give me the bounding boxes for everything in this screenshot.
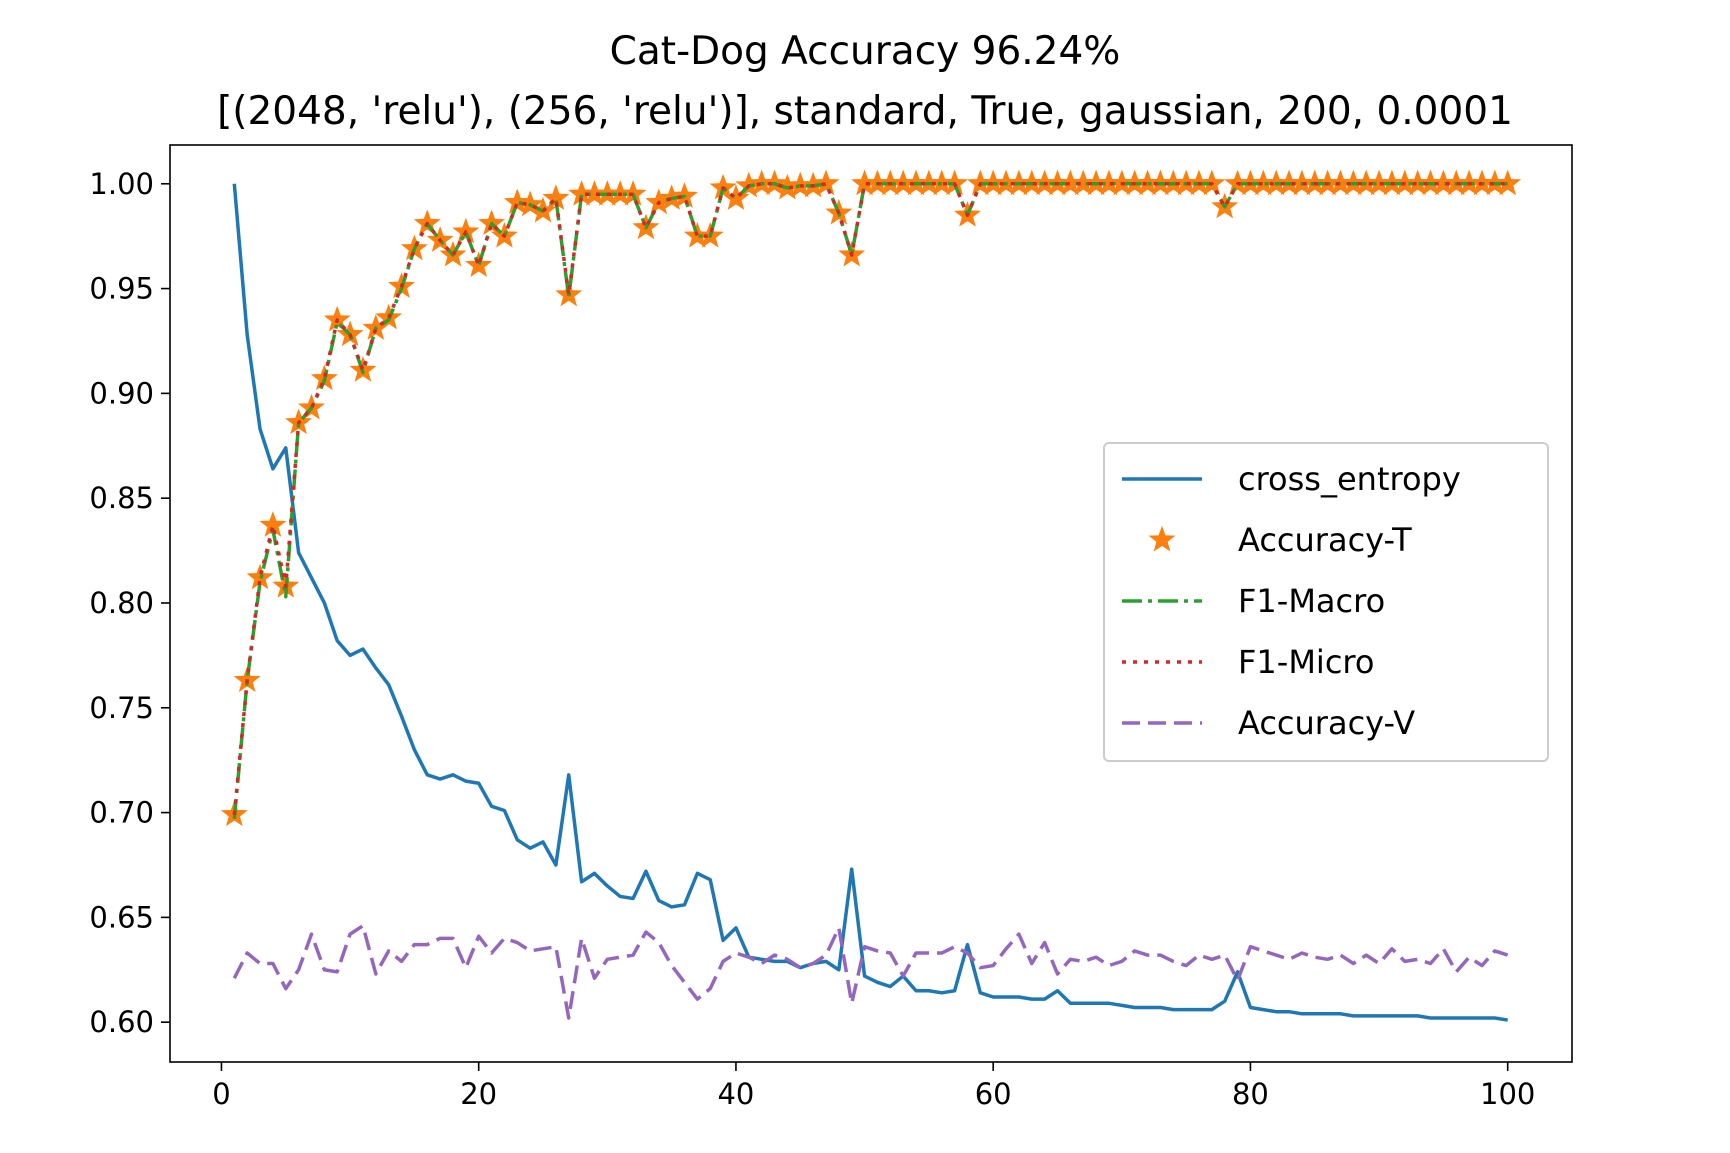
y-tick-label: 0.95 (89, 272, 154, 306)
x-tick-label: 40 (717, 1077, 754, 1111)
y-tick-label: 0.75 (89, 691, 154, 725)
legend-entry-accuracy-v: Accuracy-V (1122, 704, 1415, 742)
legend-entry-f1-macro: F1-Macro (1122, 582, 1385, 620)
y-tick-label: 0.60 (89, 1005, 154, 1039)
legend-label: Accuracy-T (1238, 521, 1412, 559)
legend-label: F1-Micro (1238, 643, 1374, 681)
legend-entry-cross-entropy: cross_entropy (1122, 460, 1461, 498)
legend-entry-f1-micro: F1-Micro (1122, 643, 1374, 681)
x-tick-label: 0 (212, 1077, 230, 1111)
legend-label: Accuracy-V (1238, 704, 1415, 742)
legend-marker (1148, 525, 1176, 552)
point-accuracy-t (722, 184, 750, 210)
y-tick-label: 0.90 (89, 376, 154, 410)
series-line-accuracy-v (232, 924, 1509, 1020)
legend: cross_entropy Accuracy-T F1-Macro F1-Micro A… (1103, 442, 1549, 762)
x-tick-label: 100 (1480, 1077, 1535, 1111)
y-tick-label: 0.85 (89, 481, 154, 515)
legend-label: F1-Macro (1238, 582, 1385, 620)
point-accuracy-t (465, 251, 493, 277)
series-line-cross-entropy (232, 183, 1508, 1022)
point-accuracy-t (503, 188, 531, 215)
y-tick-label: 0.70 (89, 796, 154, 830)
y-tick-label: 1.00 (89, 167, 154, 201)
x-tick-label: 60 (975, 1077, 1012, 1111)
x-tick-label: 80 (1232, 1077, 1269, 1111)
y-tick-label: 0.65 (89, 900, 154, 934)
legend-label: cross_entropy (1238, 460, 1461, 498)
chart-subtitle: [(2048, 'relu'), (256, 'relu')], standar… (217, 89, 1513, 134)
x-tick-label: 20 (460, 1077, 497, 1111)
series-line-f1-micro (232, 182, 1508, 815)
point-accuracy-t (812, 169, 840, 196)
legend-box (1103, 442, 1549, 762)
y-tick-label: 0.80 (89, 586, 154, 620)
chart-title: Cat-Dog Accuracy 96.24% (610, 29, 1121, 74)
legend-entry-accuracy-t: Accuracy-T (1148, 521, 1412, 559)
plot-area: 0 20 40 60 80 100 0.60 0.65 0.70 0.75 0.80 0.85 0.90… (89, 144, 1573, 1111)
